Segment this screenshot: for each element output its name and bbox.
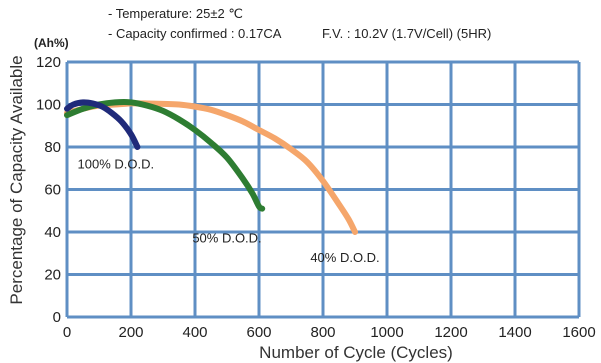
y-tick-label: 80 [44, 139, 61, 156]
y-tick-label: 20 [44, 267, 61, 284]
note-capacity-confirmed: - Capacity confirmed : 0.17CA [108, 26, 282, 41]
grid-lines [65, 60, 581, 319]
series-line-1 [64, 99, 266, 212]
note-final-voltage: F.V. : 10.2V (1.7V/Cell) (5HR) [322, 26, 491, 41]
y-tick-label: 100 [36, 97, 61, 114]
series-labels: 40% D.O.D. 50% D.O.D. 100% D.O.D. [78, 156, 380, 265]
x-tick-label: 1000 [370, 324, 403, 341]
y-axis-unit: (Ah%) [34, 36, 69, 50]
x-axis-title: Number of Cycle (Cycles) [259, 343, 453, 362]
x-tick-label: 1400 [498, 324, 531, 341]
note-temperature: - Temperature: 25±2 ℃ [108, 6, 243, 21]
x-tick-label: 1600 [562, 324, 595, 341]
y-tick-label: 120 [36, 54, 61, 71]
y-tick-label: 40 [44, 224, 61, 241]
series-curves [64, 99, 358, 235]
x-tick-label: 600 [246, 324, 271, 341]
x-tick-label: 800 [310, 324, 335, 341]
x-tick-label: 400 [182, 324, 207, 341]
series-label-0: 40% D.O.D. [310, 250, 379, 265]
y-axis-title: Percentage of Capacity Available [7, 55, 26, 304]
x-tick-label: 1200 [434, 324, 467, 341]
tick-labels: 0 200 400 600 800 1000 1200 1400 1600 0 20 40 60 80 10… [36, 54, 596, 341]
x-tick-label: 200 [118, 324, 143, 341]
x-tick-label: 0 [63, 324, 71, 341]
series-label-2: 100% D.O.D. [78, 156, 155, 171]
y-tick-label: 0 [53, 309, 61, 326]
series-line-2 [64, 99, 141, 150]
y-tick-label: 60 [44, 182, 61, 199]
series-label-1: 50% D.O.D. [192, 231, 261, 246]
